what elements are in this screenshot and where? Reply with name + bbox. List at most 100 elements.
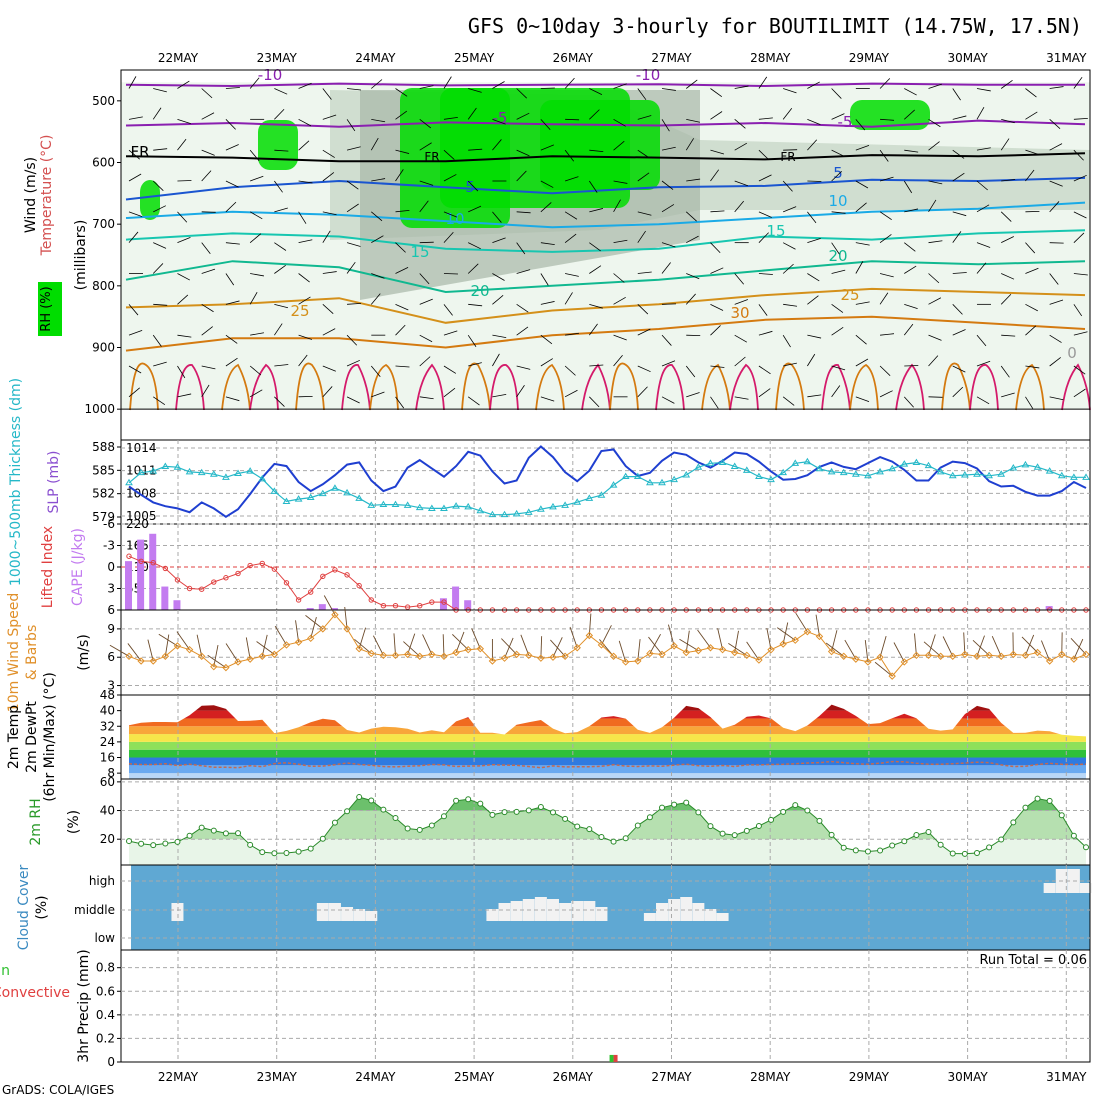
wind-barb (589, 265, 602, 274)
wind-barb (443, 231, 454, 243)
wind-barb (589, 242, 601, 252)
wind-barb (783, 88, 797, 94)
temp-color-band (129, 757, 1086, 766)
wind-barb (952, 272, 967, 274)
wind-barb (685, 211, 697, 222)
wind-barb (952, 365, 966, 373)
rh-marker (174, 838, 181, 845)
wind10m-barb (550, 639, 566, 657)
wind-barb (468, 148, 483, 151)
thickness-marker (718, 458, 727, 466)
wind-barb (783, 206, 797, 213)
rh-marker (477, 800, 484, 807)
rh-marker (610, 838, 617, 845)
cape-bar (330, 608, 338, 610)
wind-barb (855, 180, 869, 189)
wind-barb (395, 303, 409, 311)
precip-total-label: Total / Rain (0, 963, 10, 979)
cape-bar (306, 608, 314, 610)
wind-barb (1025, 111, 1038, 120)
wind-barb (589, 396, 600, 408)
thickness-marker (730, 462, 739, 469)
wind10m-barb (728, 642, 748, 656)
wind-barb (855, 261, 864, 274)
thickness-marker (234, 469, 242, 476)
thickness-marker (646, 478, 654, 486)
thickness-marker (391, 500, 400, 508)
wind-barb (201, 268, 216, 274)
wind-barb (565, 273, 579, 277)
top-day-label: 29MAY (849, 51, 890, 65)
wind-barb (904, 88, 917, 96)
thickness-marker (1045, 467, 1054, 474)
wind10m-barb (504, 637, 514, 659)
wind-barb (443, 149, 455, 160)
rh-marker (1058, 812, 1065, 819)
wind10m-marker (258, 652, 266, 660)
run-total-label: Run Total = 0.06 (979, 953, 1087, 968)
wind-barb (225, 300, 240, 305)
rh-marker (392, 814, 399, 821)
wind-barb (492, 353, 500, 367)
rh-marker (537, 803, 544, 810)
rh-high-green-patch (258, 120, 298, 170)
wind10m-barb (879, 635, 887, 658)
wind-barb (734, 85, 749, 89)
thickness-marker (1070, 473, 1078, 480)
wind-barb (1000, 211, 1012, 222)
wind-barb (976, 107, 985, 120)
wind-barb (419, 273, 430, 285)
cloud-middle-bar (704, 909, 717, 921)
wind10m-marker (391, 651, 400, 660)
cloud-axis-label: Cloud Cover (16, 865, 32, 951)
top-day-label: 26MAY (553, 51, 594, 65)
wind-barb (346, 242, 361, 247)
wind10m-marker (924, 651, 933, 660)
wind-barb (831, 269, 846, 274)
upper-tick-label: 1000 (84, 402, 115, 416)
wind-barb (152, 107, 162, 120)
wind-barb (637, 115, 652, 120)
lifted-index-marker (271, 566, 278, 572)
lifted-index-marker (283, 580, 290, 586)
thickness-marker (985, 471, 993, 479)
thickness-marker (561, 501, 569, 508)
wind-barb (831, 242, 840, 255)
wind10m-barb (422, 634, 433, 655)
wind-barb (516, 149, 530, 157)
contour-label: FR (130, 143, 149, 161)
low-level-contour (461, 362, 491, 411)
wind10m-marker (1082, 650, 1090, 659)
wind10m-barb (520, 634, 530, 656)
wind-barb (613, 140, 625, 151)
lifted-index-marker (295, 597, 302, 603)
temp-color-band (129, 749, 1086, 758)
wind-barb (347, 302, 362, 305)
wind-barb (782, 263, 794, 274)
wind-barb (1025, 396, 1034, 409)
lifted-index-marker (332, 567, 338, 573)
thickness-marker (742, 466, 751, 473)
wind-barb (250, 273, 264, 277)
wind-barb (807, 81, 820, 89)
wind10m-marker (767, 645, 775, 654)
wind10m-marker (597, 641, 606, 649)
wind-barb (879, 365, 891, 377)
wind-barb (879, 176, 894, 182)
lifted-index-marker (174, 577, 181, 583)
wind-barb (177, 211, 188, 223)
thickness-marker (912, 458, 921, 466)
wind-barb (952, 115, 967, 120)
isotherm-line (125, 287, 1086, 324)
wind10m-barb (452, 634, 469, 650)
wind-barb (613, 83, 627, 89)
wind10m-marker (185, 645, 194, 654)
wind-barb (1000, 79, 1013, 89)
isotherm-line (125, 176, 1086, 201)
wind10m-marker (476, 645, 485, 653)
rh-marker (889, 842, 896, 849)
rh-marker (126, 838, 132, 845)
wind-barb (225, 87, 240, 89)
upper-axis-label: Wind (m/s) (23, 157, 39, 233)
rh-marker (998, 836, 1005, 843)
